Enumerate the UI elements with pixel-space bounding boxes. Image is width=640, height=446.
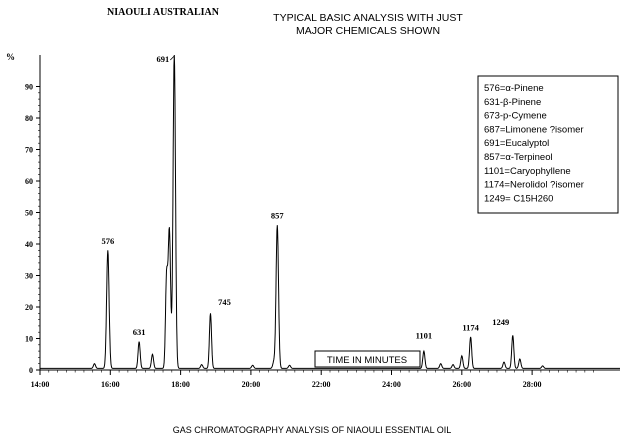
x-tick-label: 22:00 <box>312 380 331 389</box>
sample-name: NIAOULI AUSTRALIAN <box>107 7 220 18</box>
y-tick-label: 30 <box>25 272 33 281</box>
peak-label-1101: 1101 <box>416 331 433 341</box>
x-tick-label: 26:00 <box>452 380 471 389</box>
x-tick-label: 20:00 <box>242 380 261 389</box>
x-axis-label-box: TIME IN MINUTES <box>314 350 421 368</box>
y-axis: 0 10 20 30 40 50 60 70 80 90 <box>25 55 41 375</box>
peak-label-1249: 1249 <box>492 317 509 327</box>
y-tick-label: 10 <box>25 335 33 344</box>
peak-691-leader <box>169 55 175 61</box>
y-tick-label: 80 <box>25 114 33 123</box>
x-tick-label: 18:00 <box>171 380 190 389</box>
chromatogram-trace <box>40 54 620 369</box>
y-tick-label: 50 <box>25 209 33 218</box>
y-tick-label: 60 <box>25 177 33 186</box>
legend-items: 576=α-Pinene 631-β-Pinene 673-p-Cymene 687=… <box>484 83 584 204</box>
legend-box: 576=α-Pinene 631-β-Pinene 673-p-Cymene 687=… <box>477 75 619 214</box>
peak-label-691: 691 <box>157 54 170 64</box>
y-tick-label: 40 <box>25 240 33 249</box>
peak-label-631: 631 <box>133 327 146 337</box>
y-tick-label: 70 <box>25 146 33 155</box>
x-tick-label: 28:00 <box>523 380 542 389</box>
peak-label-1174: 1174 <box>462 323 479 333</box>
peak-labels: 576 631 691 745 857 1101 1174 1249 <box>101 54 509 341</box>
legend-item: 691=Eucalyptol <box>484 138 549 149</box>
chart-title-line-1: TYPICAL BASIC ANALYSIS WITH JUST <box>273 12 463 24</box>
peak-label-857: 857 <box>271 211 285 221</box>
legend-item: 687=Limonene ?isomer <box>484 124 584 135</box>
x-tick-label: 16:00 <box>101 380 120 389</box>
x-tick-label: 24:00 <box>382 380 401 389</box>
legend-item: 857=α-Terpineol <box>484 152 553 163</box>
x-tick-label: 14:00 <box>31 380 50 389</box>
legend-item: 1249= C15H260 <box>484 193 553 204</box>
chromatogram-trace-group <box>40 54 620 369</box>
peak-label-576: 576 <box>101 236 114 246</box>
legend-item: 576=α-Pinene <box>484 83 544 94</box>
y-tick-label: 20 <box>25 303 33 312</box>
y-tick-label: 90 <box>25 83 33 92</box>
x-axis-label: TIME IN MINUTES <box>327 355 407 366</box>
chart-title-line-2: MAJOR CHEMICALS SHOWN <box>296 25 440 37</box>
y-tick-label: 0 <box>29 366 33 375</box>
peak-label-745: 745 <box>218 297 231 307</box>
legend-item: 673-p-Cymene <box>484 111 547 122</box>
legend-item: 1174=Nerolidol ?isomer <box>484 180 584 191</box>
y-axis-label: % <box>6 52 15 62</box>
x-axis: 14:00 16:00 18:00 20:00 22:00 24:00 26:00 28:00 <box>31 369 620 389</box>
legend-item: 631-β-Pinene <box>484 97 541 108</box>
legend-item: 1101=Caryophyllene <box>484 166 571 177</box>
chart-caption: GAS CHROMATOGRAPHY ANALYSIS OF NIAOULI E… <box>173 425 452 435</box>
